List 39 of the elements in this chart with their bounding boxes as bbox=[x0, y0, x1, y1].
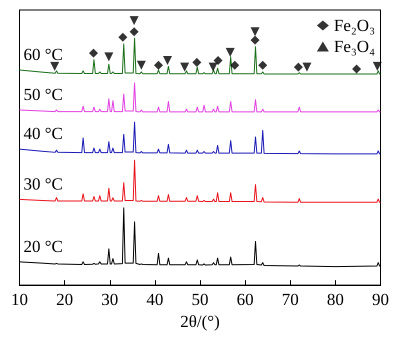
x-tick-label: 20 bbox=[56, 290, 74, 310]
x-axis-title: 2θ/(°) bbox=[180, 312, 220, 331]
point bbox=[89, 48, 98, 58]
point bbox=[372, 62, 382, 71]
legend-label: Fe₂O₃ bbox=[334, 16, 376, 35]
x-tick-label: 90 bbox=[372, 290, 389, 310]
legend-label: Fe₃O₄ bbox=[334, 37, 376, 56]
x-tick-label: 70 bbox=[282, 290, 299, 310]
point bbox=[226, 48, 235, 57]
x-tick-label: 30 bbox=[101, 290, 118, 310]
x-tick-label: 50 bbox=[192, 290, 208, 310]
point bbox=[214, 56, 223, 66]
x-tick-label: 40 bbox=[146, 290, 164, 310]
point bbox=[180, 62, 190, 72]
point bbox=[250, 27, 260, 36]
point bbox=[352, 64, 362, 74]
point bbox=[130, 27, 139, 36]
series-label: 40 °C bbox=[24, 124, 63, 144]
point bbox=[230, 60, 240, 70]
x-tick-label: 60 bbox=[236, 290, 254, 310]
point bbox=[192, 58, 202, 67]
x-tick-label: 80 bbox=[326, 290, 344, 310]
point bbox=[258, 60, 268, 70]
point bbox=[118, 32, 128, 42]
point bbox=[136, 60, 146, 70]
series-label: 20 °C bbox=[24, 236, 63, 256]
point bbox=[104, 52, 114, 62]
point bbox=[302, 62, 312, 72]
series-label: 30 °C bbox=[24, 174, 63, 194]
series-label: 60 °C bbox=[24, 45, 63, 64]
point bbox=[250, 36, 260, 45]
point bbox=[130, 16, 139, 26]
series-label: 50 °C bbox=[24, 84, 63, 104]
point bbox=[163, 56, 172, 66]
point bbox=[50, 62, 60, 71]
point bbox=[154, 60, 163, 70]
point bbox=[294, 62, 303, 72]
x-tick-label: 10 bbox=[11, 290, 28, 310]
point bbox=[208, 62, 218, 72]
